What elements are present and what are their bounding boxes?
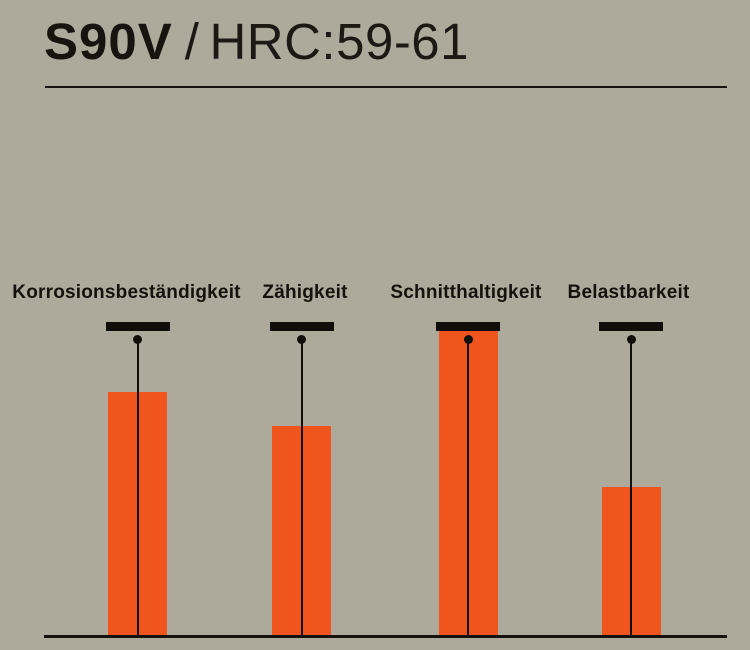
- plumb-dot: [463, 335, 473, 344]
- steel-name: S90V: [44, 13, 173, 70]
- plumb-dot: [297, 335, 306, 344]
- max-marker-cap: [599, 322, 663, 331]
- header-divider: [45, 86, 727, 88]
- max-marker-cap: [436, 322, 500, 331]
- plumb-line: [136, 339, 139, 636]
- plumb-line: [300, 339, 303, 636]
- metric-label: Schnitthaltigkeit: [390, 282, 542, 303]
- metric-label: Zähigkeit: [262, 282, 348, 303]
- metric-label: Belastbarkeit: [567, 282, 690, 303]
- plumb-dot: [626, 335, 636, 344]
- separator-slash: /: [184, 13, 200, 70]
- max-marker-cap: [269, 322, 334, 331]
- plumb-line: [467, 339, 469, 636]
- max-marker-cap: [105, 322, 170, 331]
- metric-label: Korrosionsbeständigkeit: [12, 282, 241, 303]
- plumb-dot: [133, 335, 142, 344]
- plumb-line: [630, 339, 632, 636]
- hardness-range: HRC:59-61: [209, 13, 470, 70]
- page-title: S90V / HRC:59-61: [44, 16, 469, 67]
- x-axis-baseline: [44, 635, 727, 638]
